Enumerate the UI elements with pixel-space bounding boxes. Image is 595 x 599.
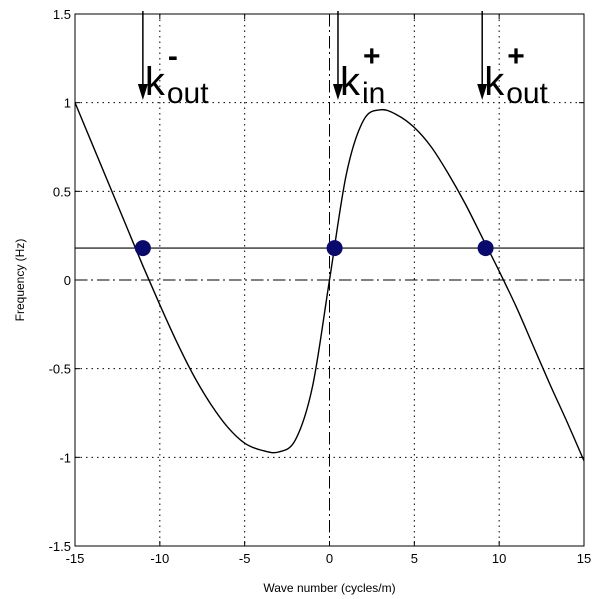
k-label-subscript: out <box>167 77 209 110</box>
k-label-superscript: - <box>168 40 178 73</box>
y-tick-label: -1 <box>59 450 71 465</box>
annotation-labels: k-out k+in k+out <box>145 40 549 110</box>
intersection-points <box>134 240 494 257</box>
x-tick-label: 10 <box>492 551 506 566</box>
x-tick-labels: -15 -10 -5 0 5 10 15 <box>66 14 591 566</box>
annotation-arrowhead <box>137 84 148 100</box>
k-label-superscript: + <box>363 40 381 73</box>
y-axis-label: Frequency (Hz) <box>13 239 27 322</box>
x-axis-label: Wave number (cycles/m) <box>263 581 395 595</box>
annotation-arrowhead <box>477 84 488 100</box>
dispersion-curve <box>74 102 585 462</box>
x-tick-label: -15 <box>66 551 85 566</box>
x-tick-label: 0 <box>326 551 333 566</box>
intersection-marker <box>477 240 494 257</box>
k-label-base: k <box>145 60 166 104</box>
k-label-base: k <box>340 60 361 104</box>
annotation-arrowhead <box>332 84 343 100</box>
y-tick-label: 1 <box>64 96 71 111</box>
k-label-base: k <box>484 60 505 104</box>
y-tick-label: -1.5 <box>49 539 71 554</box>
x-tick-label: -5 <box>239 551 251 566</box>
y-tick-label: 0 <box>64 273 71 288</box>
annotation-arrows <box>137 11 488 100</box>
y-tick-label: -0.5 <box>49 362 71 377</box>
intersection-marker <box>326 240 343 257</box>
y-tick-label: 0.5 <box>53 184 71 199</box>
k-label-subscript: out <box>506 77 548 110</box>
k-label-subscript: in <box>362 77 385 110</box>
x-tick-label: 15 <box>577 551 591 566</box>
x-tick-label: -10 <box>150 551 169 566</box>
y-tick-label: 1.5 <box>53 7 71 22</box>
intersection-marker <box>134 240 151 257</box>
x-tick-label: 5 <box>411 551 418 566</box>
y-tick-labels: -1.5 -1 -0.5 0 0.5 1 1.5 <box>49 7 584 554</box>
k-label-superscript: + <box>507 40 525 73</box>
